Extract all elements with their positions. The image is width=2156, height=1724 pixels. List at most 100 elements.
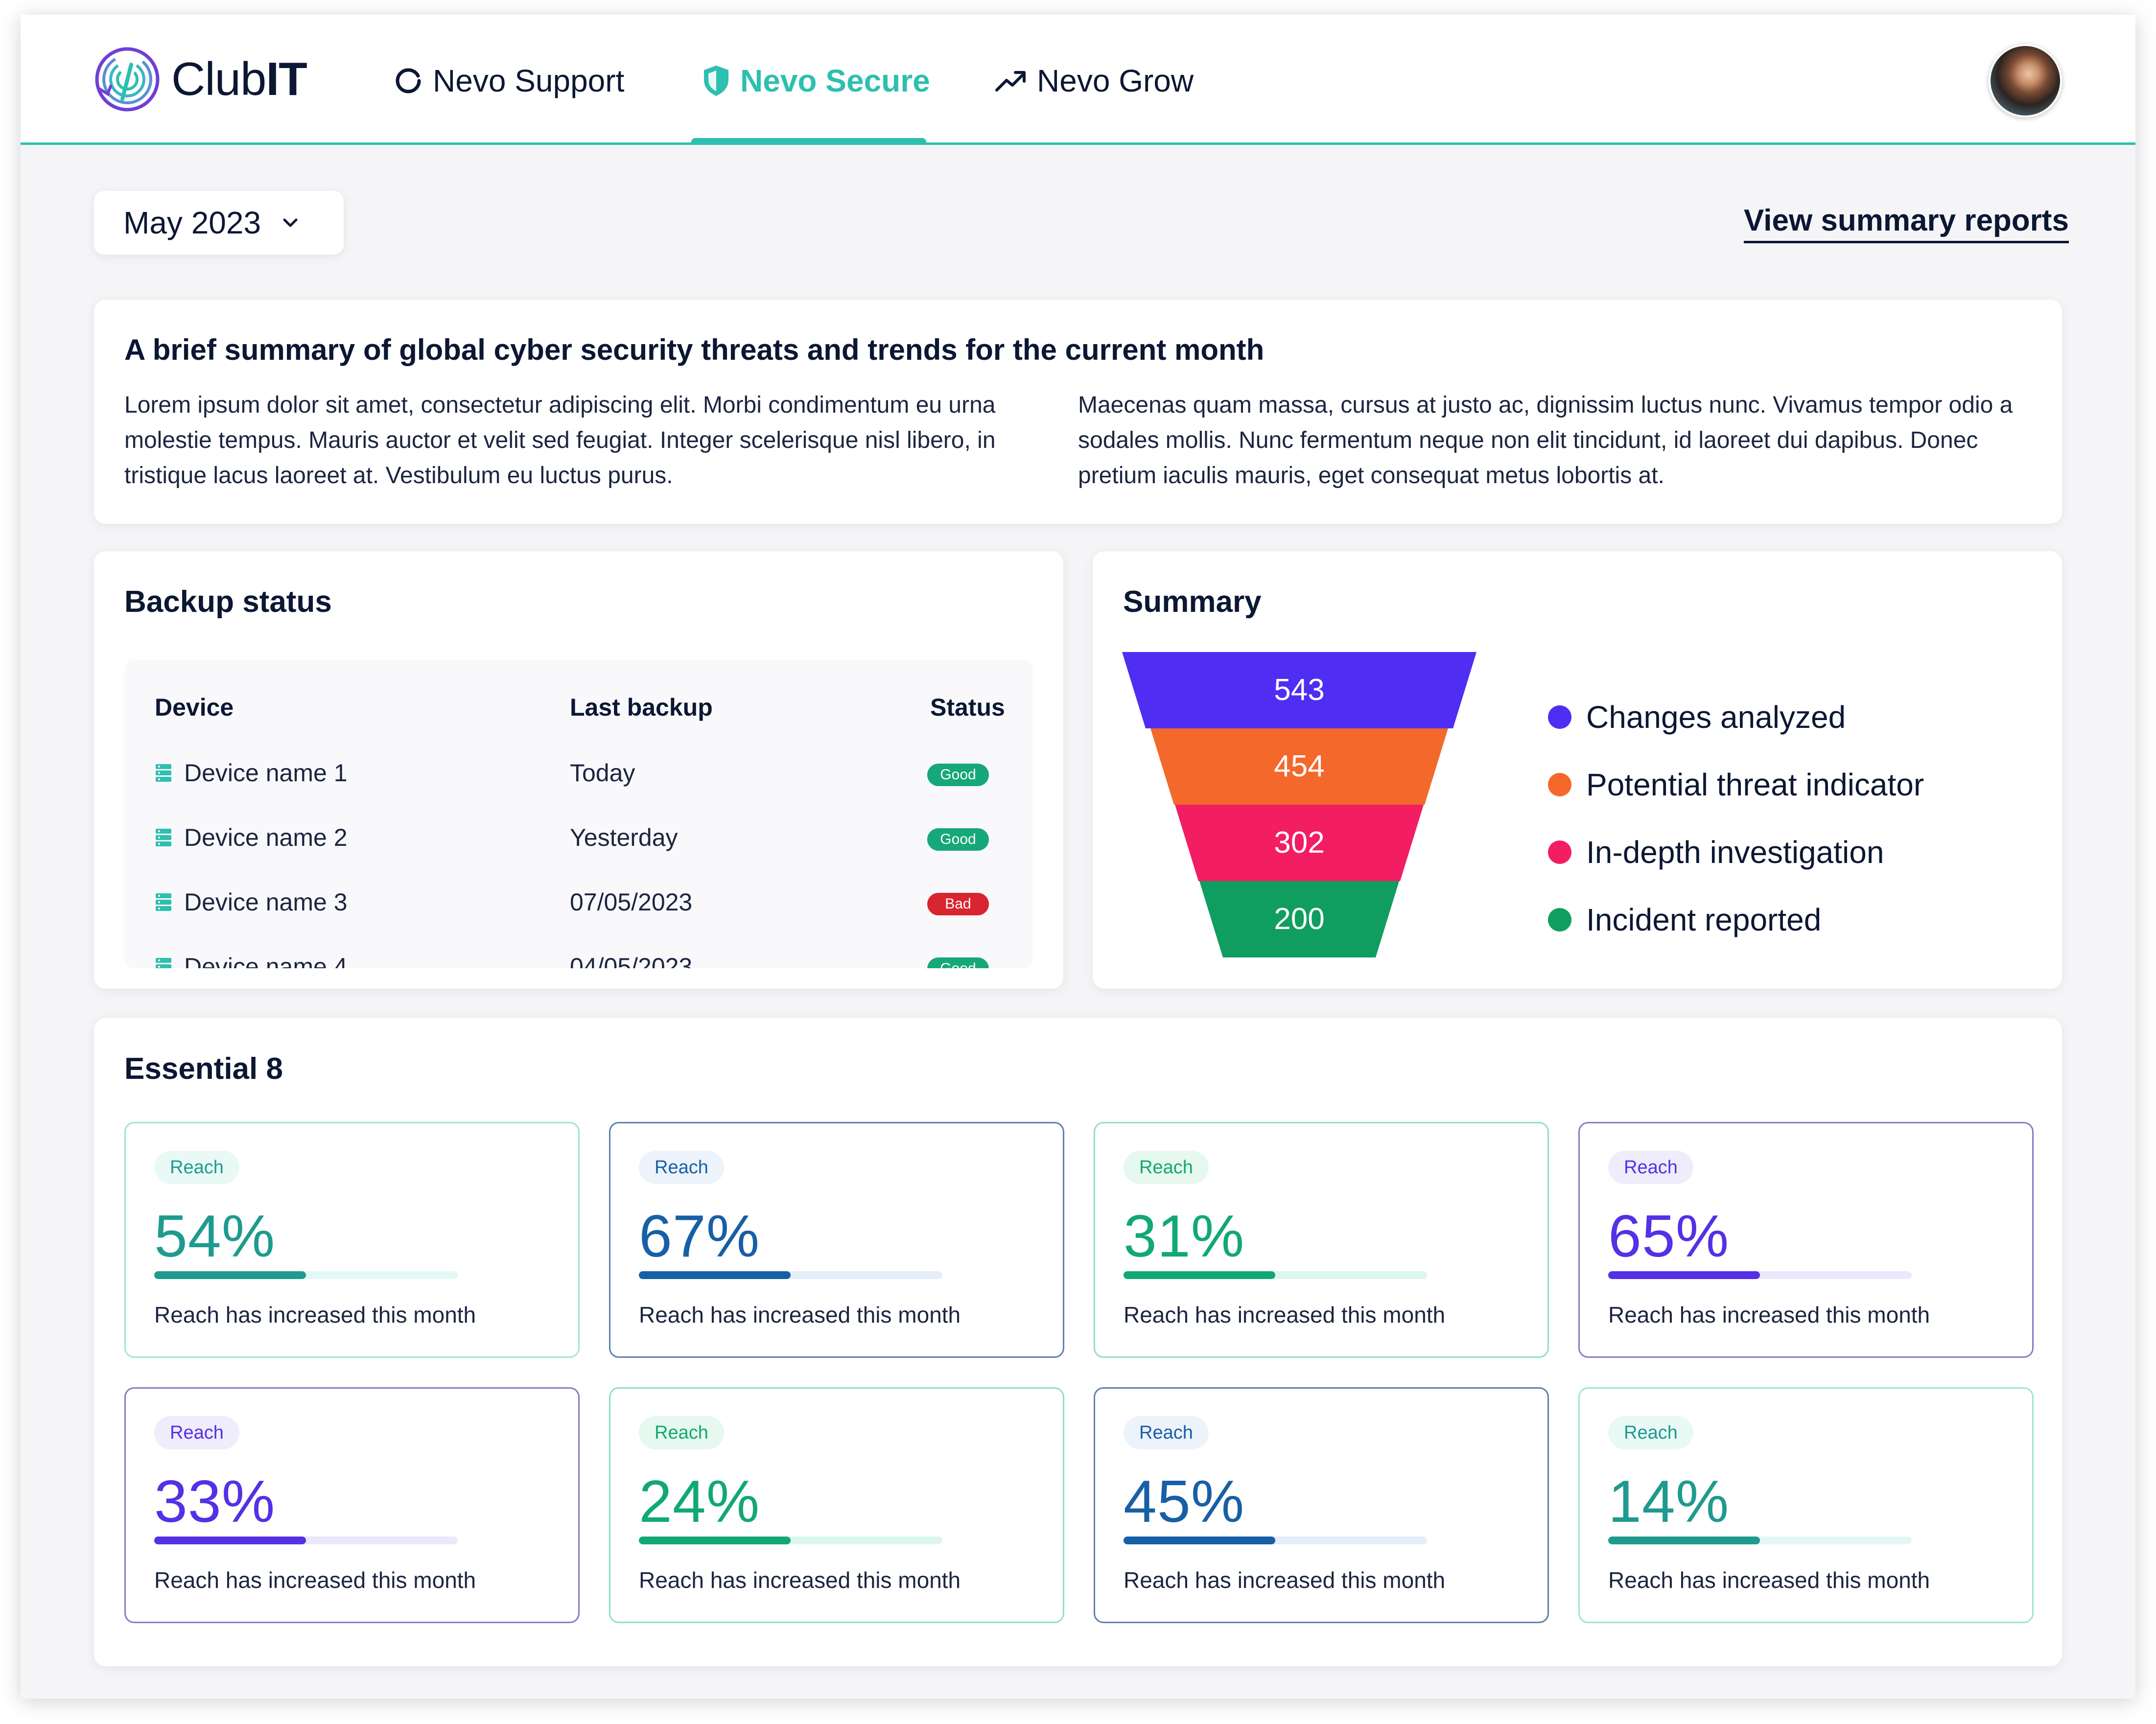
last-backup-date: Yesterday [570,824,678,851]
reach-pill: Reach [154,1416,239,1449]
month-dropdown[interactable]: May 2023 [94,191,344,255]
threat-summary-card: A brief summary of global cyber security… [94,300,2062,524]
reach-progress-track [639,1271,942,1279]
legend-label: Potential threat indicator [1586,767,1924,802]
reach-pill: Reach [1124,1416,1209,1449]
backup-table[interactable]: Device Last backup Status Device name 1 … [124,660,1033,968]
legend-item: In-depth investigation [1548,818,1924,886]
reach-pill: Reach [639,1151,724,1184]
backup-status-card: Backup status Device Last backup Status … [94,551,1063,989]
legend-label: Incident reported [1586,902,1822,937]
funnel-value-label: 200 [1274,902,1324,936]
column-header-last-backup: Last backup [570,694,713,721]
summary-funnel-chart: 543 454 302 200 [1122,652,1476,957]
status-badge: Good [927,828,989,851]
nav-label: Nevo Grow [1037,63,1194,98]
reach-progress-track [1124,1537,1427,1544]
table-row[interactable]: Device name 4 04/05/2023 Good [124,943,1033,968]
essential-metric-card[interactable]: Reach 65% Reach has increased this month [1578,1122,2034,1358]
user-avatar[interactable] [1989,44,2062,117]
reach-progress-fill [639,1537,791,1544]
reach-progress-fill [1124,1537,1275,1544]
essential-metric-card[interactable]: Reach 67% Reach has increased this month [609,1122,1064,1358]
reach-progress-track [154,1271,458,1279]
status-badge: Good [927,764,989,786]
funnel-value-label: 543 [1274,673,1324,707]
active-tab-indicator [691,138,926,145]
reach-progress-fill [1124,1271,1275,1279]
threat-summary-paragraph-1: Lorem ipsum dolor sit amet, consectetur … [124,392,996,489]
chevron-down-icon [283,218,298,227]
reach-pill: Reach [1124,1151,1209,1184]
summary-title: Summary [1123,585,1262,619]
reach-progress-track [1124,1271,1427,1279]
nav-nevo-secure[interactable]: Nevo Secure [702,63,930,98]
reach-progress-fill [639,1271,791,1279]
legend-label: In-depth investigation [1586,835,1884,870]
essential-metric-card[interactable]: Reach 45% Reach has increased this month [1094,1387,1549,1623]
server-icon [156,893,171,911]
reach-progress-fill [1608,1537,1760,1544]
status-badge: Good [927,957,989,968]
threat-summary-title: A brief summary of global cyber security… [124,333,1265,366]
table-row[interactable]: Device name 3 07/05/2023 Bad [124,878,1033,927]
reach-description: Reach has increased this month [154,1567,476,1593]
legend-dot [1548,773,1571,796]
nav-label: Nevo Support [433,63,625,98]
reach-progress-track [1608,1537,1912,1544]
funnel-segment-changes-analyzed [1122,652,1476,728]
reach-description: Reach has increased this month [1608,1567,1930,1593]
trending-up-icon [995,71,1026,92]
fingerprint-logo-icon [95,47,160,112]
reach-pill: Reach [154,1151,239,1184]
essential-metric-card[interactable]: Reach 14% Reach has increased this month [1578,1387,2034,1623]
reach-percentage: 65% [1608,1203,1730,1269]
reach-description: Reach has increased this month [1608,1302,1930,1328]
refresh-icon [396,68,421,93]
reach-description: Reach has increased this month [154,1302,476,1328]
legend-dot [1548,705,1571,729]
device-cell: Device name 2 [155,823,348,852]
status-badge: Bad [927,893,989,915]
essential-metric-card[interactable]: Reach 54% Reach has increased this month [124,1122,580,1358]
essential-metric-card[interactable]: Reach 24% Reach has increased this month [609,1387,1064,1623]
funnel-segment-incident-reported [1199,881,1399,957]
table-row[interactable]: Device name 2 Yesterday Good [124,814,1033,862]
reach-percentage: 45% [1124,1468,1245,1535]
device-name: Device name 3 [184,888,348,916]
device-name: Device name 1 [184,759,348,787]
reach-percentage: 54% [154,1203,276,1269]
backup-status-title: Backup status [124,585,332,619]
essential-8-card: Essential 8 Reach 54% Reach has increased … [94,1018,2062,1666]
reach-description: Reach has increased this month [639,1567,961,1593]
nav-label: Nevo Secure [740,63,930,98]
server-icon [156,829,171,846]
nav-nevo-support[interactable]: Nevo Support [394,63,625,98]
app-window: ClubIT Nevo Support Nevo Secure Nevo Gro… [21,15,2135,1699]
funnel-segment-potential-threat [1150,728,1448,805]
legend-item: Incident reported [1548,886,1924,954]
reach-pill: Reach [639,1416,724,1449]
view-summary-reports-link[interactable]: View summary reports [1744,203,2069,243]
essential-metric-card[interactable]: Reach 33% Reach has increased this month [124,1387,580,1623]
device-name: Device name 2 [184,824,348,851]
clubit-logo[interactable]: ClubIT [93,45,307,114]
reach-percentage: 24% [639,1468,760,1535]
nav-nevo-grow[interactable]: Nevo Grow [995,63,1194,98]
reach-percentage: 33% [154,1468,276,1535]
logo-text: ClubIT [171,53,307,105]
last-backup-date: 04/05/2023 [570,953,693,968]
summary-legend: Changes analyzed Potential threat indica… [1548,683,1924,954]
device-cell: Device name 1 [155,759,348,787]
device-cell: Device name 3 [155,888,348,916]
reach-progress-track [1608,1271,1912,1279]
top-nav-bar: ClubIT Nevo Support Nevo Secure Nevo Gro… [21,15,2135,145]
device-name: Device name 4 [184,953,348,968]
reach-progress-fill [1608,1271,1760,1279]
essential-metric-card[interactable]: Reach 31% Reach has increased this month [1094,1122,1549,1358]
reach-progress-track [154,1537,458,1544]
legend-dot [1548,908,1571,932]
reach-progress-fill [154,1537,306,1544]
legend-label: Changes analyzed [1586,699,1846,735]
table-row[interactable]: Device name 1 Today Good [124,749,1033,798]
